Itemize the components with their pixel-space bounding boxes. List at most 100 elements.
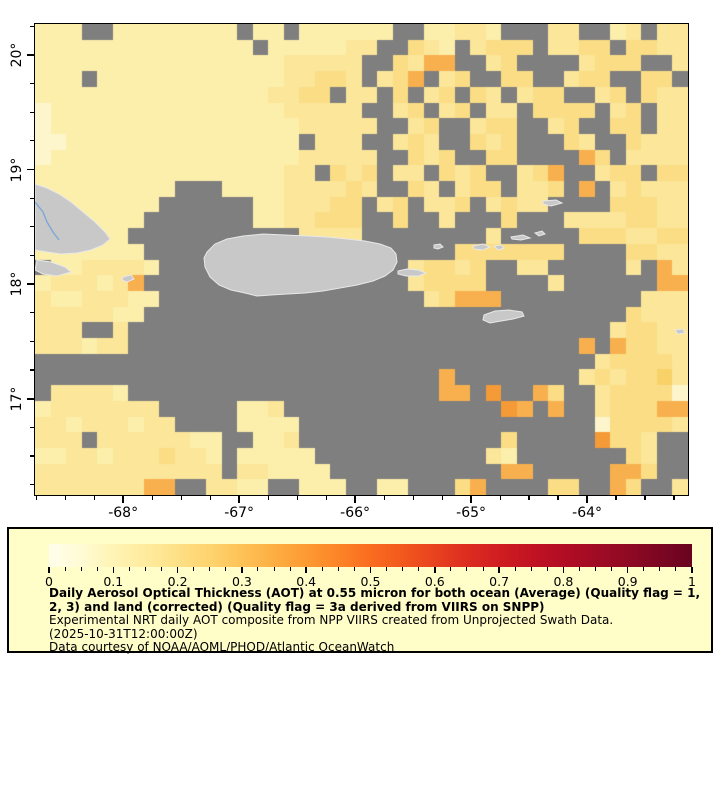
- x-axis-minor-tick: [383, 496, 385, 500]
- colorbar-minor-tick: [161, 567, 163, 571]
- colorbar-tick-label: 0.3: [231, 574, 252, 589]
- colorbar-minor-tick: [578, 567, 580, 571]
- y-axis-minor-tick: [30, 369, 34, 371]
- y-axis-tick-label: 18°: [9, 271, 25, 297]
- x-axis-minor-tick: [325, 496, 327, 500]
- colorbar-tick-label: 0.7: [489, 574, 510, 589]
- colorbar-minor-tick: [209, 567, 211, 571]
- y-axis-major-tick: [27, 283, 34, 285]
- x-axis-minor-tick: [209, 496, 211, 500]
- colorbar-minor-tick: [64, 567, 66, 571]
- legend-title-line2: 2, 3) and land (corrected) (Quality flag…: [49, 599, 545, 614]
- colorbar-minor-tick: [289, 567, 291, 571]
- island-vieques: [397, 268, 428, 277]
- x-axis-major-tick: [470, 496, 472, 503]
- x-axis-minor-tick: [499, 496, 501, 500]
- y-axis-minor-tick: [30, 140, 34, 142]
- colorbar-minor-tick: [530, 567, 532, 571]
- colorbar-tick-label: 1: [688, 574, 696, 589]
- colorbar-major-tick: [562, 567, 565, 573]
- colorbar-minor-tick: [225, 567, 227, 571]
- y-axis-minor-tick: [30, 82, 34, 85]
- colorbar-minor-tick: [659, 567, 661, 571]
- x-axis-tick-label: -68°: [108, 505, 139, 521]
- y-axis-tick-label: 20°: [9, 42, 25, 68]
- island-hispaniola-south-islet: [35, 259, 73, 277]
- colorbar-minor-tick: [144, 567, 146, 571]
- colorbar-tick-label: 0.9: [617, 574, 638, 589]
- colorbar-tick-label: 0.6: [424, 574, 445, 589]
- landmask-overlay: [35, 183, 686, 335]
- x-axis-major-tick: [122, 496, 124, 503]
- colorbar-minor-tick: [482, 567, 484, 571]
- x-axis-minor-tick: [615, 496, 617, 500]
- colorbar-minor-tick: [675, 567, 677, 571]
- river-line: [35, 201, 60, 241]
- colorbar-minor-tick: [96, 567, 98, 571]
- x-axis-minor-tick: [644, 496, 646, 500]
- island-culebra: [433, 243, 444, 250]
- x-axis-tick-label: -64°: [572, 505, 603, 521]
- colorbar-minor-tick: [128, 567, 130, 571]
- colorbar-minor-tick: [418, 567, 420, 571]
- island-hispaniola: [35, 183, 111, 255]
- colorbar-major-tick: [498, 567, 500, 573]
- colorbar-major-tick: [48, 567, 50, 573]
- colorbar-minor-tick: [595, 567, 597, 571]
- colorbar-minor-tick: [466, 567, 468, 571]
- legend-subtitle: Experimental NRT daily AOT composite fro…: [49, 613, 614, 627]
- island-st-john: [492, 244, 505, 251]
- y-axis-tick-label: 19°: [9, 157, 25, 182]
- colorbar-major-tick: [369, 567, 372, 573]
- colorbar-major-tick: [241, 567, 243, 573]
- colorbar-minor-tick: [514, 567, 516, 571]
- colorbar-minor-tick: [450, 567, 452, 571]
- colorbar-major-tick: [691, 567, 693, 573]
- colorbar-minor-tick: [546, 567, 548, 571]
- island-virgin-gorda: [533, 230, 546, 237]
- colorbar-major-tick: [112, 567, 115, 573]
- colorbar-minor-tick: [353, 567, 355, 571]
- y-axis-minor-tick: [30, 426, 34, 428]
- colorbar-tick-label: 0: [45, 574, 53, 589]
- y-axis-major-tick: [27, 54, 34, 56]
- colorbar-minor-tick: [643, 567, 645, 571]
- colorbar-minor-tick: [386, 567, 388, 571]
- y-axis-major-tick: [27, 397, 34, 400]
- colorbar-major-tick: [626, 567, 629, 573]
- y-axis-minor-tick: [30, 312, 34, 314]
- y-axis-minor-tick: [30, 484, 34, 486]
- x-axis-tick-label: -67°: [224, 505, 255, 521]
- colorbar-major-tick: [176, 567, 179, 573]
- colorbar-tick-label: 0.4: [296, 574, 317, 589]
- colorbar-minor-tick: [321, 567, 323, 571]
- x-axis-minor-tick: [441, 496, 443, 500]
- x-axis-minor-tick: [64, 496, 66, 500]
- x-axis-minor-tick: [180, 496, 182, 500]
- x-axis-minor-tick: [93, 496, 95, 500]
- island-st-croix: [482, 309, 525, 324]
- island-puerto-rico: [203, 233, 398, 297]
- x-axis-major-tick: [238, 496, 240, 503]
- colorbar-minor-tick: [80, 567, 82, 571]
- y-axis-major-tick: [27, 168, 34, 171]
- x-axis-minor-tick: [673, 496, 675, 500]
- legend-box: 0 0.1 0.2 0.3 0.4 0.5 0.6 0.7 0.8 0.9 1 Daily Aero…: [7, 527, 713, 654]
- y-axis-minor-tick: [30, 226, 34, 228]
- y-axis-minor-tick: [30, 197, 34, 199]
- colorbar-major-tick: [434, 567, 436, 573]
- legend-timestamp: (2025-10-31T12:00:00Z): [49, 626, 198, 641]
- island-tortola: [510, 234, 532, 241]
- x-axis-major-tick: [354, 496, 356, 503]
- y-axis-minor-tick: [30, 455, 34, 457]
- island-anegada: [542, 199, 564, 207]
- colorbar-gradient: [49, 544, 692, 567]
- map-panel: [34, 23, 689, 496]
- x-axis-minor-tick: [151, 496, 153, 500]
- island-mona-island: [121, 274, 135, 283]
- x-axis-major-tick: [586, 496, 588, 503]
- colorbar-tick-label: 0.1: [103, 574, 124, 589]
- colorbar-minor-tick: [337, 567, 339, 571]
- colorbar-minor-tick: [611, 567, 613, 571]
